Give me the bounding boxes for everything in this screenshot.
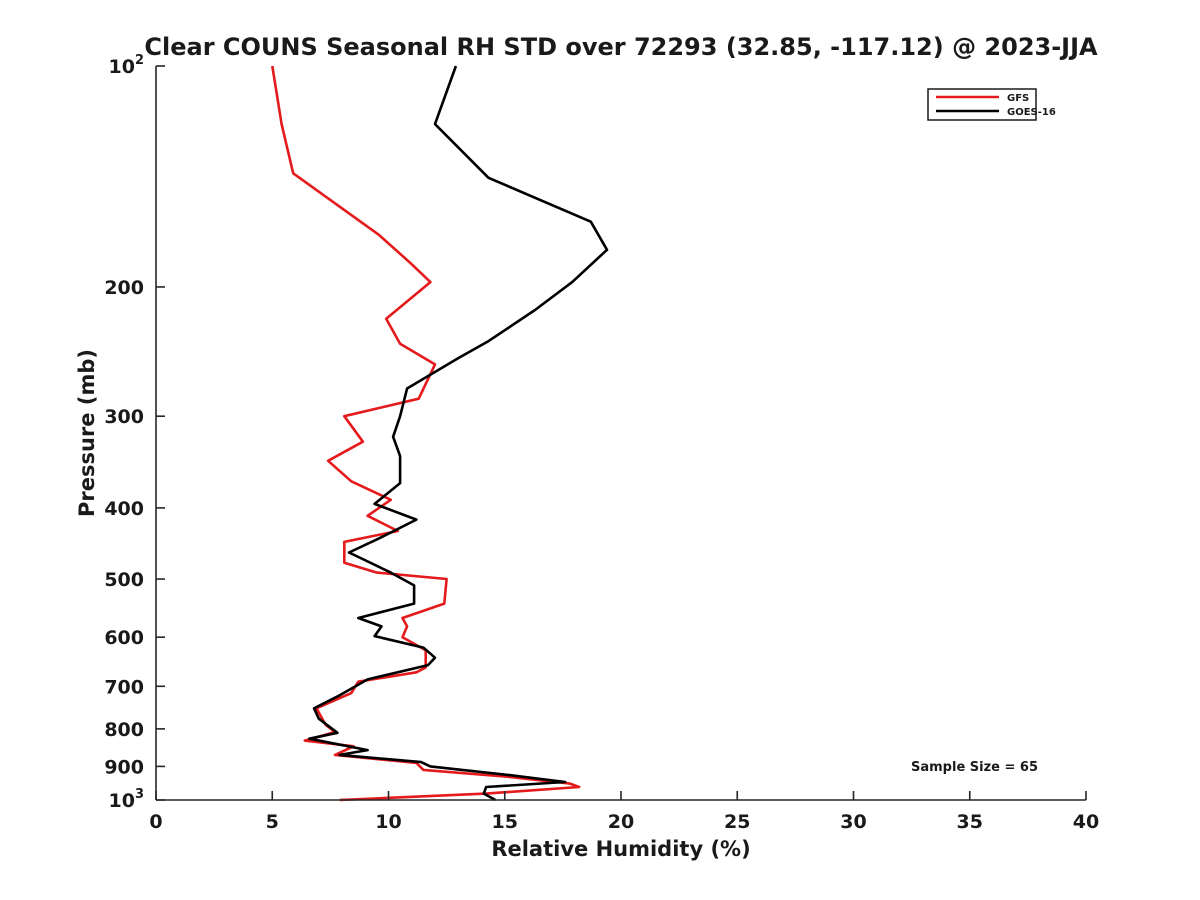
y-tick-label: 800 (104, 719, 144, 741)
x-axis-label: Relative Humidity (%) (491, 837, 750, 861)
x-tick-label: 35 (957, 811, 983, 833)
series-line-goes16 (308, 65, 609, 802)
x-tick-label: 5 (266, 811, 279, 833)
chart-title: Clear COUNS Seasonal RH STD over 72293 (… (144, 33, 1098, 61)
series-layer (271, 65, 609, 802)
y-tick-label: 300 (104, 406, 144, 428)
plot-area: 0 5 10 15 20 25 30 35 40 102 200 300 400 500 600 700 800… (104, 53, 1099, 833)
legend: GFS GOES-16 (927, 88, 1056, 121)
y-tick-label: 700 (104, 676, 144, 698)
x-tick-label: 10 (375, 811, 401, 833)
legend-label-goes16: GOES-16 (1007, 107, 1056, 118)
legend-box (927, 88, 1037, 121)
x-tick-label: 0 (149, 811, 162, 833)
y-tick-label: 400 (104, 498, 144, 520)
legend-label-gfs: GFS (1007, 93, 1029, 104)
y-axis-label: Pressure (mb) (75, 349, 99, 517)
sample-size-annotation: Sample Size = 65 (911, 760, 1038, 775)
x-tick-label: 30 (840, 811, 866, 833)
y-tick-label: 600 (104, 627, 144, 649)
x-tick-label: 20 (608, 811, 634, 833)
y-tick-label: 200 (104, 277, 144, 299)
axes-layer: 0 5 10 15 20 25 30 35 40 102 200 300 400 500 600 700 800… (104, 53, 1099, 833)
y-tick-label: 900 (104, 756, 144, 778)
series-line-gfs (271, 65, 581, 802)
x-tick-label: 15 (492, 811, 518, 833)
y-tick-label: 102 (109, 53, 145, 78)
y-tick-label: 500 (104, 569, 144, 591)
x-tick-label: 40 (1073, 811, 1099, 833)
y-tick-label: 103 (109, 787, 145, 812)
x-tick-label: 25 (724, 811, 750, 833)
